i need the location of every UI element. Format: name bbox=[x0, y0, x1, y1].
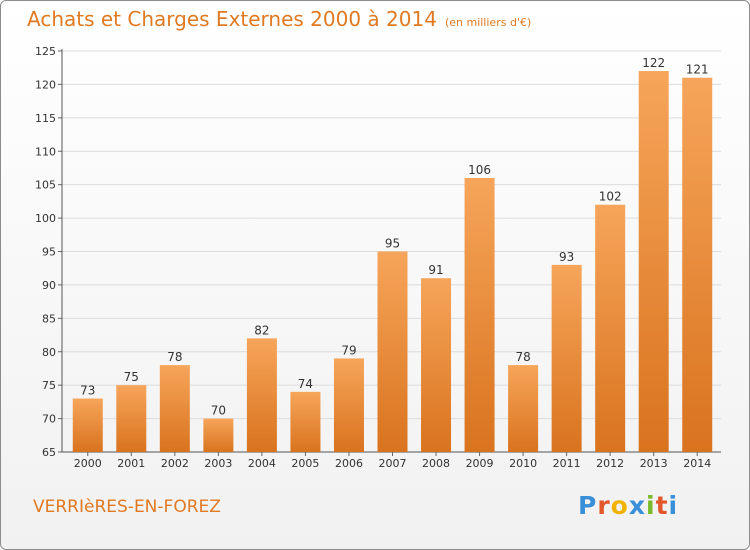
bar bbox=[203, 418, 234, 452]
chart-title: Achats et Charges Externes 2000 à 2014 (e… bbox=[27, 7, 531, 31]
bar-value-label: 93 bbox=[559, 250, 574, 264]
x-tick-label: 2003 bbox=[204, 457, 232, 470]
bar bbox=[290, 391, 321, 452]
x-tick-label: 2006 bbox=[335, 457, 363, 470]
bar bbox=[72, 398, 103, 452]
bar bbox=[508, 365, 539, 452]
bar bbox=[159, 365, 190, 452]
bar bbox=[551, 264, 582, 452]
logo-letter: i bbox=[646, 491, 656, 520]
bar bbox=[116, 385, 147, 452]
bar bbox=[246, 338, 277, 452]
bar-value-label: 78 bbox=[167, 350, 182, 364]
y-tick-label: 100 bbox=[35, 212, 56, 225]
logo-letter: t bbox=[655, 491, 669, 520]
x-tick-label: 2007 bbox=[379, 457, 407, 470]
x-tick-label: 2011 bbox=[553, 457, 581, 470]
x-tick-label: 2004 bbox=[248, 457, 276, 470]
y-tick-label: 90 bbox=[42, 279, 56, 292]
bar-value-label: 70 bbox=[211, 404, 226, 418]
x-tick-label: 2009 bbox=[466, 457, 494, 470]
bar-value-label: 122 bbox=[642, 56, 665, 70]
bar bbox=[421, 278, 452, 452]
logo-letter: o bbox=[610, 491, 629, 520]
x-tick-label: 2012 bbox=[596, 457, 624, 470]
bar-value-label: 74 bbox=[298, 377, 313, 391]
chart-title-text: Achats et Charges Externes 2000 à 2014 bbox=[27, 7, 437, 31]
bar bbox=[377, 251, 408, 452]
y-tick-label: 95 bbox=[42, 246, 56, 259]
y-tick-label: 105 bbox=[35, 179, 56, 192]
x-tick-label: 2001 bbox=[117, 457, 145, 470]
logo-letter: r bbox=[597, 491, 611, 520]
bar-value-label: 102 bbox=[599, 190, 622, 204]
y-tick-label: 85 bbox=[42, 312, 56, 325]
y-tick-label: 75 bbox=[42, 379, 56, 392]
x-tick-label: 2002 bbox=[161, 457, 189, 470]
y-tick-label: 110 bbox=[35, 145, 56, 158]
x-tick-label: 2008 bbox=[422, 457, 450, 470]
bar bbox=[333, 358, 364, 452]
bar-value-label: 79 bbox=[341, 343, 356, 357]
bar-value-label: 106 bbox=[468, 163, 491, 177]
bar-value-label: 91 bbox=[428, 263, 443, 277]
bar bbox=[638, 71, 669, 453]
y-tick-label: 65 bbox=[42, 446, 56, 459]
y-tick-label: 125 bbox=[35, 45, 56, 58]
proxiti-logo: Proxiti bbox=[578, 491, 678, 520]
x-tick-label: 2000 bbox=[74, 457, 102, 470]
bar bbox=[464, 177, 495, 452]
y-tick-label: 80 bbox=[42, 346, 56, 359]
bar-value-label: 95 bbox=[385, 237, 400, 251]
x-tick-label: 2013 bbox=[640, 457, 668, 470]
bar bbox=[595, 204, 626, 452]
logo-letter: P bbox=[578, 491, 598, 520]
bar-value-label: 75 bbox=[124, 370, 139, 384]
y-tick-label: 120 bbox=[35, 78, 56, 91]
y-tick-label: 115 bbox=[35, 112, 56, 125]
bar-value-label: 82 bbox=[254, 323, 269, 337]
logo-letter: i bbox=[668, 491, 679, 520]
y-tick-label: 70 bbox=[42, 413, 56, 426]
x-tick-label: 2014 bbox=[683, 457, 711, 470]
x-tick-label: 2005 bbox=[291, 457, 319, 470]
place-name: VERRIèRES-EN-FOREZ bbox=[33, 497, 221, 517]
x-tick-label: 2010 bbox=[509, 457, 537, 470]
chart-subtitle: (en milliers d'€) bbox=[444, 16, 532, 29]
bar-value-label: 78 bbox=[515, 350, 530, 364]
bar-value-label: 121 bbox=[686, 63, 709, 77]
bar-value-label: 73 bbox=[80, 384, 95, 398]
logo-letter: x bbox=[628, 491, 646, 520]
bar bbox=[682, 77, 713, 452]
